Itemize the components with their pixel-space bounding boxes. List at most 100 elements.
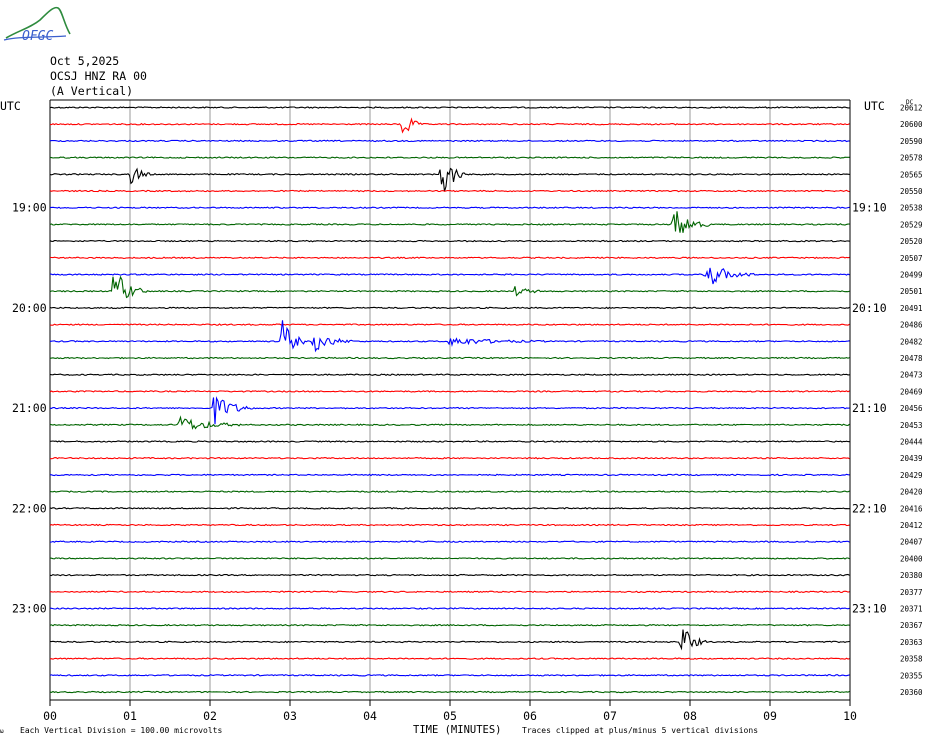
trace-line — [49, 356, 850, 360]
corner-mark: ω — [0, 728, 4, 735]
left-time-label: 21:00 — [12, 401, 47, 415]
label-group: 00 01 02 03 04 05 06 07 08 09 10 20612 20600 20590 205… — [12, 104, 923, 724]
trace-line — [49, 106, 850, 109]
trace-line — [49, 239, 850, 243]
dc-offset-label: 20482 — [900, 337, 923, 346]
dc-offset-label: 20360 — [900, 688, 923, 697]
dc-offset-label: 20429 — [900, 471, 923, 480]
dc-offset-label: 20529 — [900, 220, 923, 229]
right-time-label: 20:10 — [852, 301, 887, 315]
trace-line — [49, 211, 850, 233]
dc-offset-label: 20371 — [900, 605, 923, 614]
trace-line — [49, 607, 850, 610]
trace-line — [49, 690, 850, 694]
trace-line — [49, 156, 850, 159]
dc-offset-label: 20412 — [900, 521, 923, 530]
trace-line — [49, 440, 850, 443]
x-tick-label: 06 — [523, 709, 537, 723]
dc-offset-label: 20407 — [900, 538, 923, 547]
x-tick-label: 09 — [763, 709, 777, 723]
trace-line — [49, 657, 850, 660]
dc-offset-label: 20363 — [900, 638, 923, 647]
left-time-label: 22:00 — [12, 501, 47, 515]
x-tick-label: 04 — [363, 709, 377, 723]
component-label: (A Vertical) — [50, 84, 133, 98]
dc-offset-label: 20473 — [900, 371, 923, 380]
trace-line — [49, 673, 850, 677]
trace-line — [49, 490, 850, 493]
trace-line — [49, 523, 850, 527]
trace-line — [49, 320, 850, 353]
x-tick-label: 07 — [603, 709, 617, 723]
station-label: OCSJ HNZ RA 00 — [50, 69, 147, 83]
trace-line — [49, 373, 850, 376]
trace-group — [49, 106, 850, 694]
trace-line — [49, 206, 850, 209]
x-tick-label: 02 — [203, 709, 217, 723]
dc-offset-label: 20439 — [900, 454, 923, 463]
trace-line — [49, 256, 850, 260]
trace-line — [49, 396, 850, 425]
right-time-label: 23:10 — [852, 602, 887, 616]
dc-header-label: DC — [906, 99, 914, 106]
right-timezone-label: UTC — [864, 99, 885, 113]
dc-offset-label: 20612 — [900, 104, 923, 113]
dc-offset-label: 20358 — [900, 655, 923, 664]
trace-line — [49, 275, 850, 299]
trace-line — [49, 139, 850, 143]
dc-offset-label: 20486 — [900, 321, 923, 330]
trace-line — [49, 415, 850, 430]
left-timezone-label: UTC — [0, 99, 21, 113]
dc-offset-label: 20367 — [900, 621, 923, 630]
dc-offset-label: 20420 — [900, 488, 923, 497]
dc-offset-label: 20578 — [900, 154, 923, 163]
dc-offset-label: 20444 — [900, 438, 923, 447]
dc-offset-label: 20538 — [900, 204, 923, 213]
x-tick-label: 00 — [43, 709, 57, 723]
dc-offset-label: 20600 — [900, 120, 923, 129]
dc-offset-label: 20469 — [900, 387, 923, 396]
x-axis-label: TIME (MINUTES) — [413, 724, 502, 736]
right-time-label: 21:10 — [852, 401, 887, 415]
left-time-label: 20:00 — [12, 301, 47, 315]
x-tick-label: 05 — [443, 709, 457, 723]
trace-line — [49, 557, 850, 560]
dc-offset-label: 20491 — [900, 304, 923, 313]
dc-offset-label: 20520 — [900, 237, 923, 246]
dc-offset-label: 20380 — [900, 571, 923, 580]
trace-line — [49, 267, 850, 285]
dc-offset-label: 20501 — [900, 287, 923, 296]
trace-line — [49, 473, 850, 477]
right-time-label: 19:10 — [852, 201, 887, 215]
trace-line — [49, 623, 850, 627]
trace-line — [49, 167, 850, 192]
dc-offset-label: 20400 — [900, 554, 923, 563]
dc-offset-label: 20453 — [900, 421, 923, 430]
clip-note: Traces clipped at plus/minus 5 vertical … — [522, 726, 758, 735]
dc-offset-label: 20590 — [900, 137, 923, 146]
left-time-label: 23:00 — [12, 602, 47, 616]
dc-offset-label: 20499 — [900, 271, 923, 280]
trace-line — [49, 629, 850, 651]
date-label: Oct 5,2025 — [50, 54, 119, 68]
x-tick-label: 08 — [683, 709, 697, 723]
dc-offset-label: 20456 — [900, 404, 923, 413]
dc-offset-label: 20355 — [900, 671, 923, 680]
trace-line — [49, 306, 850, 310]
plot-grid — [49, 99, 851, 706]
scale-note: Each Vertical Division = 100.00 microvol… — [20, 726, 222, 735]
x-tick-label: 01 — [123, 709, 137, 723]
trace-line — [49, 189, 850, 193]
dc-offset-label: 20416 — [900, 504, 923, 513]
trace-line — [49, 390, 850, 393]
dc-offset-label: 20377 — [900, 588, 923, 597]
dc-offset-label: 20565 — [900, 170, 923, 179]
x-tick-label: 03 — [283, 709, 297, 723]
trace-line — [49, 590, 850, 594]
ofgc-logo: OFGC — [3, 6, 71, 44]
logo-text: OFGC — [22, 29, 53, 44]
right-time-label: 22:10 — [852, 501, 887, 515]
x-tick-label: 10 — [843, 709, 857, 723]
dc-offset-label: 20550 — [900, 187, 923, 196]
